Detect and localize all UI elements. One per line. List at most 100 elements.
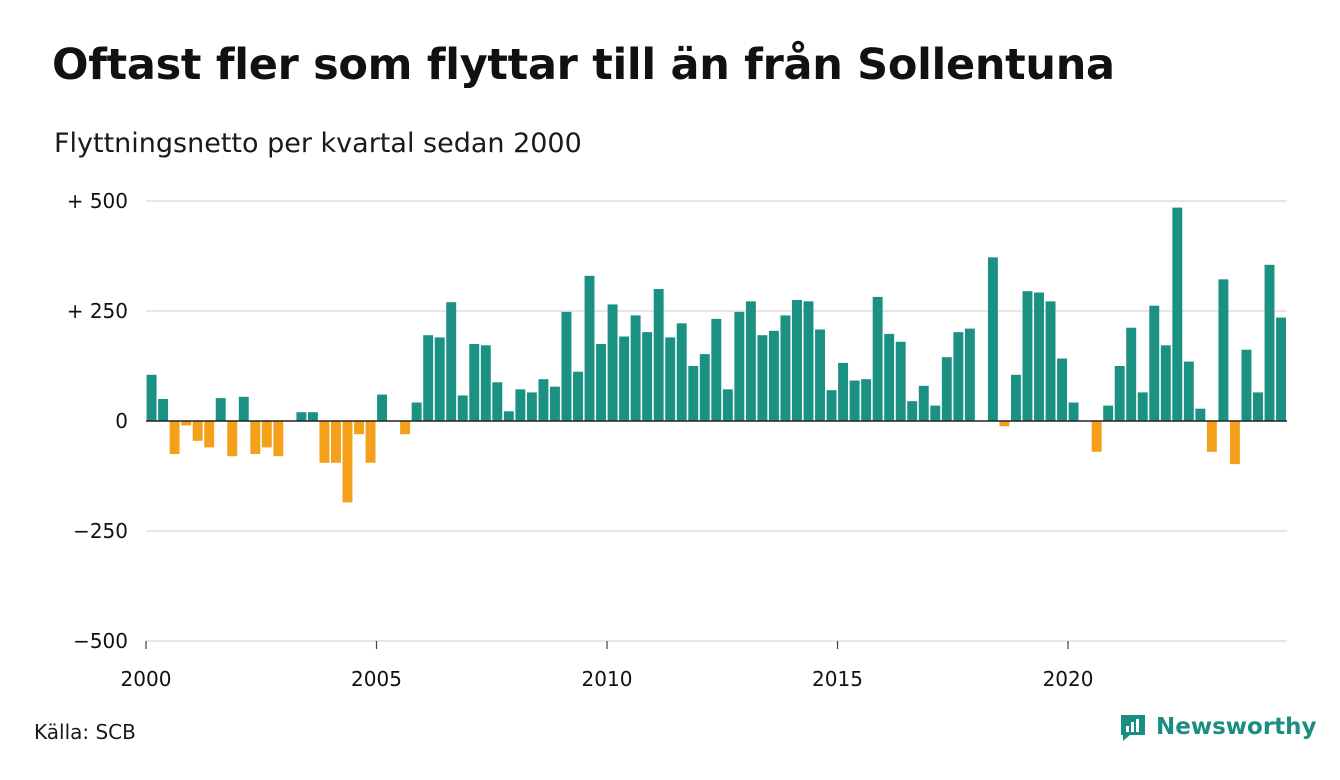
bar [838, 362, 849, 421]
bar [169, 421, 180, 454]
bar [250, 421, 261, 454]
x-tick-label: 2005 [351, 667, 402, 691]
bar [1022, 291, 1033, 421]
bar [469, 344, 480, 421]
bar [1264, 264, 1275, 421]
bar [941, 357, 952, 421]
bar [665, 337, 676, 421]
x-tick-label: 2000 [121, 667, 172, 691]
bar [365, 421, 376, 463]
bar [722, 389, 733, 421]
bar [872, 296, 883, 421]
chart-subtitle: Flyttningsnetto per kvartal sedan 2000 [54, 128, 582, 159]
bar [607, 304, 618, 421]
bar [1010, 374, 1021, 421]
bar [1068, 402, 1079, 421]
bar [849, 380, 860, 421]
bar [492, 382, 503, 421]
bar [238, 396, 249, 421]
bar [526, 392, 537, 421]
bar [1218, 279, 1229, 421]
bar [434, 337, 445, 421]
bar [192, 421, 203, 441]
bar [515, 389, 526, 421]
bar [676, 323, 687, 421]
chart-title: Oftast fler som flyttar till än från Sol… [52, 40, 1115, 90]
y-tick-label: −500 [73, 629, 128, 653]
bar [987, 257, 998, 421]
bar [999, 421, 1010, 427]
bar [688, 366, 699, 421]
bar [711, 318, 722, 421]
bars [146, 207, 1286, 503]
bar-chart: + 500 + 250 0 −250 −500 2000 2005 2010 2015 2020 [67, 189, 1287, 691]
bar [377, 394, 388, 421]
bar [1103, 405, 1114, 421]
bar [642, 332, 653, 421]
x-tick-label: 2020 [1043, 667, 1094, 691]
bar [1183, 361, 1194, 421]
bar [181, 421, 192, 426]
bar [573, 371, 583, 421]
x-axis-ticks: 2000 2005 2010 2015 2020 [121, 641, 1094, 691]
bar [446, 302, 457, 421]
brand-logo: Newsworthy [1118, 712, 1317, 742]
bar [953, 332, 964, 421]
bar [1241, 349, 1252, 421]
y-tick-label: −250 [73, 519, 128, 543]
bar [930, 405, 941, 421]
bar [734, 311, 745, 421]
bar [780, 315, 791, 421]
bar [803, 301, 814, 421]
bar [561, 311, 572, 421]
bar [757, 335, 768, 421]
bar [792, 300, 802, 421]
bar [895, 341, 906, 421]
bar [400, 421, 411, 435]
bar [342, 421, 353, 503]
bar [1034, 292, 1044, 421]
bar [1160, 345, 1171, 421]
bar [1091, 421, 1102, 452]
bar [1149, 305, 1160, 421]
bar [584, 275, 595, 421]
bar [1229, 421, 1240, 465]
bar [964, 328, 975, 421]
bar [630, 315, 641, 421]
bar [1195, 408, 1206, 421]
y-tick-label: + 250 [67, 299, 128, 323]
bar [146, 374, 157, 421]
bar [1172, 207, 1183, 421]
bar [227, 421, 238, 457]
y-axis-ticks: + 500 + 250 0 −250 −500 [67, 189, 128, 653]
x-tick-label: 2015 [812, 667, 863, 691]
bar [884, 333, 895, 421]
bar [596, 344, 607, 421]
bar [653, 289, 664, 421]
brand-name: Newsworthy [1156, 714, 1317, 740]
bar [1137, 392, 1148, 421]
bar [907, 401, 918, 421]
bar [768, 330, 779, 421]
bar [423, 335, 434, 421]
bar [745, 301, 756, 421]
bar [1276, 317, 1286, 421]
y-tick-label: + 500 [67, 189, 128, 213]
bar [1126, 327, 1137, 421]
bar [261, 421, 272, 448]
bar [215, 398, 226, 421]
x-tick-label: 2010 [582, 667, 633, 691]
bar [1206, 421, 1217, 452]
bar [296, 412, 307, 421]
bar [307, 412, 318, 421]
bar [549, 386, 560, 421]
bar [918, 385, 929, 421]
bar [1253, 392, 1263, 421]
bar [319, 421, 330, 463]
bar [204, 421, 215, 448]
bar [480, 345, 491, 421]
bar [411, 402, 422, 421]
bar [1114, 366, 1125, 421]
gridlines [146, 200, 1287, 642]
bar [1057, 358, 1068, 421]
